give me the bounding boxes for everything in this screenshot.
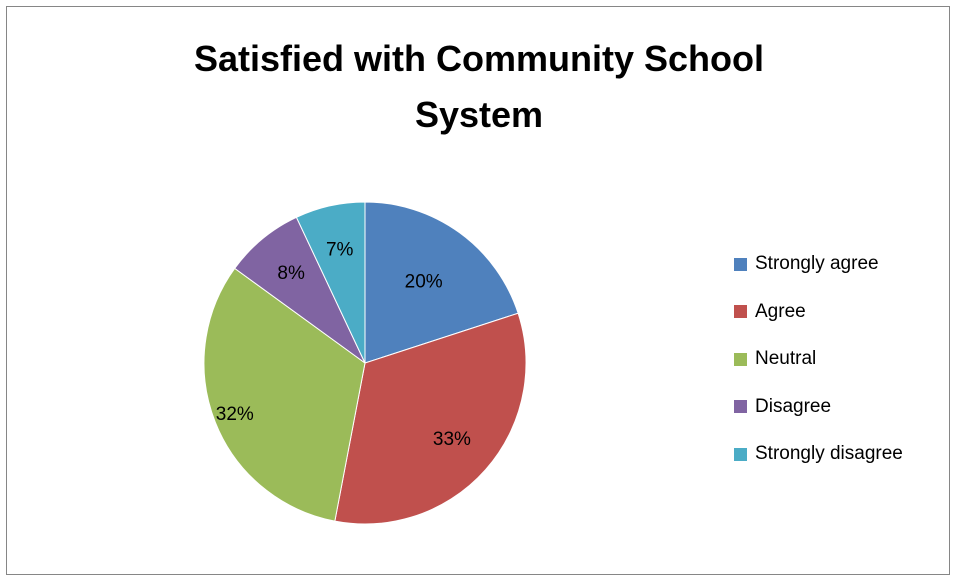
legend-item-agree: Agree [734, 300, 954, 324]
pie-data-labels: 20% 33% 32% 8% 7% [216, 239, 471, 450]
legend-swatch-disagree [734, 400, 747, 413]
pie-slice-neutral [203, 267, 366, 522]
data-label-strongly-agree: 20% [405, 272, 443, 293]
data-label-neutral: 32% [216, 404, 254, 425]
data-label-disagree: 8% [277, 263, 305, 284]
legend-swatch-strongly-agree [734, 257, 747, 271]
legend-label-agree: Agree [755, 300, 806, 322]
chart-title-line-1: Satisfied with Community School [193, 38, 765, 79]
legend-label-neutral: Neutral [755, 348, 817, 369]
legend-item-strongly-agree: Strongly agree [734, 252, 954, 276]
legend-swatch-agree [734, 305, 747, 318]
legend-label-disagree: Disagree [755, 395, 832, 417]
legend-item-neutral: Neutral [734, 347, 954, 371]
legend-swatch-neutral [734, 352, 747, 366]
pie-slice-strongly-disagree [295, 201, 366, 364]
legend-label-strongly-disagree: Strongly disagree [755, 443, 903, 464]
chart-title-line-2: System [414, 94, 544, 135]
legend-label-strongly-agree: Strongly agree [755, 253, 879, 274]
legend-item-strongly-disagree: Strongly disagree [734, 442, 954, 466]
data-label-strongly-disagree: 7% [326, 239, 354, 260]
legend-swatch-strongly-disagree [734, 447, 747, 461]
chart-title: Satisfied with Community School System [0, 31, 958, 143]
legend-item-disagree: Disagree [734, 395, 954, 419]
pie-slices [203, 201, 527, 525]
data-label-agree: 33% [433, 429, 471, 450]
pie-slice-strongly-agree [364, 201, 519, 364]
pie-slice-agree [334, 312, 527, 525]
chart-legend: Strongly agree Agree Neutral Disagree St… [734, 252, 954, 490]
